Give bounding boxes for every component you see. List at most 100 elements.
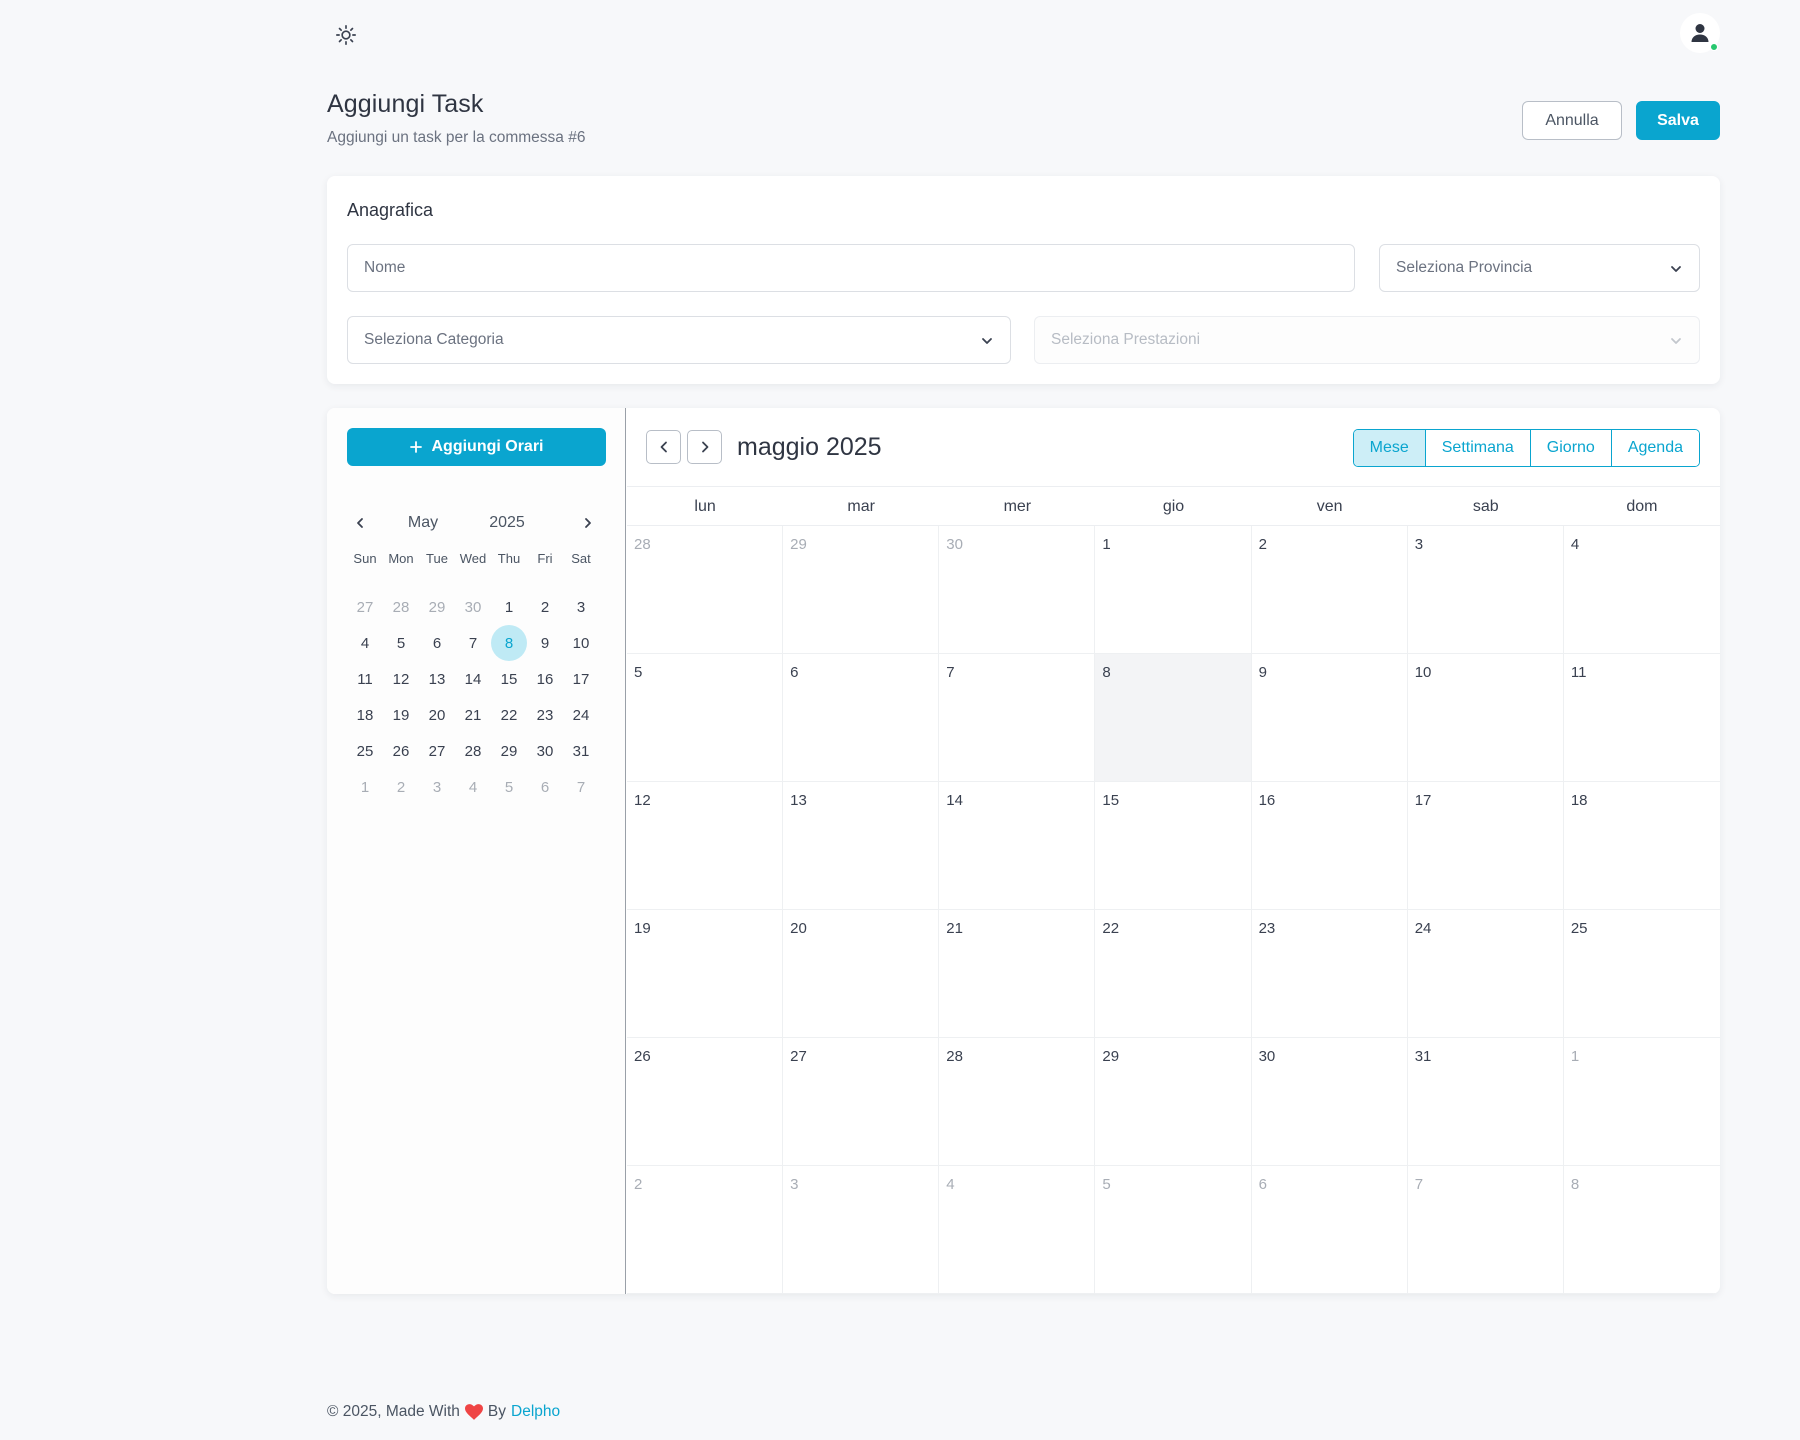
mini-day[interactable]: 26	[392, 742, 410, 760]
mini-day[interactable]: 27	[428, 742, 446, 760]
mini-day[interactable]: 13	[428, 670, 446, 688]
calendar-day-cell[interactable]: 17	[1407, 782, 1564, 910]
mini-day[interactable]: 5	[396, 634, 406, 652]
calendar-day-cell[interactable]: 6	[1251, 1166, 1408, 1294]
mini-day[interactable]: 5	[504, 778, 514, 796]
calendar-day-cell[interactable]: 26	[627, 1038, 784, 1166]
calendar-day-cell[interactable]: 6	[783, 654, 940, 782]
mini-day[interactable]: 30	[464, 598, 482, 616]
mini-day[interactable]: 12	[392, 670, 410, 688]
mini-day[interactable]: 29	[428, 598, 446, 616]
calendar-day-cell[interactable]: 31	[1407, 1038, 1564, 1166]
mini-day[interactable]: 24	[572, 706, 590, 724]
mini-day[interactable]: 25	[356, 742, 374, 760]
mini-day[interactable]: 7	[468, 634, 478, 652]
mini-prev-month-button[interactable]	[349, 512, 371, 534]
calendar-day-cell[interactable]: 19	[627, 910, 784, 1038]
mini-day[interactable]: 20	[428, 706, 446, 724]
calendar-day-cell[interactable]: 4	[1563, 526, 1720, 654]
view-mese-button[interactable]: Mese	[1353, 430, 1425, 466]
calendar-day-cell[interactable]: 3	[1407, 526, 1564, 654]
calendar-day-cell[interactable]: 2	[1251, 526, 1408, 654]
view-agenda-button[interactable]: Agenda	[1610, 430, 1699, 466]
calendar-day-cell[interactable]: 24	[1407, 910, 1564, 1038]
calendar-day-cell[interactable]: 7	[1407, 1166, 1564, 1294]
calendar-day-cell[interactable]: 9	[1251, 654, 1408, 782]
calendar-day-cell[interactable]: 11	[1563, 654, 1720, 782]
calendar-day-cell[interactable]: 21	[939, 910, 1096, 1038]
mini-day[interactable]: 18	[356, 706, 374, 724]
calendar-day-cell[interactable]: 2	[627, 1166, 784, 1294]
mini-day[interactable]: 16	[536, 670, 554, 688]
mini-day[interactable]: 9	[540, 634, 550, 652]
mini-day[interactable]: 30	[536, 742, 554, 760]
calendar-day-cell[interactable]: 18	[1563, 782, 1720, 910]
calendar-day-cell-today[interactable]: 8	[1095, 654, 1252, 782]
calendar-day-cell[interactable]: 27	[783, 1038, 940, 1166]
calendar-day-cell[interactable]: 12	[627, 782, 784, 910]
calendar-day-cell[interactable]: 7	[939, 654, 1096, 782]
calendar-day-cell[interactable]: 1	[1095, 526, 1252, 654]
add-orari-button[interactable]: Aggiungi Orari	[347, 428, 606, 466]
save-button[interactable]: Salva	[1636, 101, 1720, 140]
mini-day[interactable]: 1	[360, 778, 370, 796]
calendar-day-cell[interactable]: 13	[783, 782, 940, 910]
mini-day[interactable]: 15	[500, 670, 518, 688]
mini-day[interactable]: 29	[500, 742, 518, 760]
calendar-day-cell[interactable]: 30	[1251, 1038, 1408, 1166]
mini-day[interactable]: 19	[392, 706, 410, 724]
calendar-day-cell[interactable]: 4	[939, 1166, 1096, 1294]
mini-day[interactable]: 7	[576, 778, 586, 796]
calendar-day-cell[interactable]: 28	[627, 526, 784, 654]
mini-day[interactable]: 28	[392, 598, 410, 616]
mini-day[interactable]: 4	[360, 634, 370, 652]
calendar-day-cell[interactable]: 5	[627, 654, 784, 782]
mini-day[interactable]: 31	[572, 742, 590, 760]
mini-day[interactable]: 23	[536, 706, 554, 724]
mini-day-selected[interactable]: 8	[491, 625, 527, 661]
calendar-day-cell[interactable]: 28	[939, 1038, 1096, 1166]
mini-day[interactable]: 1	[504, 598, 514, 616]
mini-day[interactable]: 22	[500, 706, 518, 724]
calendar-day-cell[interactable]: 29	[783, 526, 940, 654]
nome-input[interactable]: Nome	[347, 244, 1355, 292]
provincia-select[interactable]: Seleziona Provincia	[1379, 244, 1700, 292]
next-month-button[interactable]	[687, 430, 722, 464]
view-settimana-button[interactable]: Settimana	[1424, 430, 1530, 466]
delpho-link[interactable]: Delpho	[511, 1403, 561, 1420]
calendar-day-cell[interactable]: 8	[1563, 1166, 1720, 1294]
mini-day[interactable]: 14	[464, 670, 482, 688]
calendar-day-cell[interactable]: 16	[1251, 782, 1408, 910]
mini-day[interactable]: 2	[540, 598, 550, 616]
mini-day[interactable]: 28	[464, 742, 482, 760]
prev-month-button[interactable]	[646, 430, 681, 464]
mini-day[interactable]: 2	[396, 778, 406, 796]
mini-day[interactable]: 10	[572, 634, 590, 652]
mini-day[interactable]: 3	[432, 778, 442, 796]
calendar-day-cell[interactable]: 15	[1095, 782, 1252, 910]
mini-day[interactable]: 6	[432, 634, 442, 652]
calendar-day-cell[interactable]: 5	[1095, 1166, 1252, 1294]
mini-year-label[interactable]: 2025	[489, 514, 525, 531]
mini-day[interactable]: 21	[464, 706, 482, 724]
theme-toggle-button[interactable]	[328, 17, 364, 53]
mini-day[interactable]: 11	[357, 670, 373, 688]
mini-day[interactable]: 3	[576, 598, 586, 616]
calendar-day-cell[interactable]: 3	[783, 1166, 940, 1294]
calendar-day-cell[interactable]: 23	[1251, 910, 1408, 1038]
mini-next-month-button[interactable]	[577, 512, 599, 534]
calendar-day-cell[interactable]: 1	[1563, 1038, 1720, 1166]
calendar-day-cell[interactable]: 20	[783, 910, 940, 1038]
user-avatar[interactable]	[1680, 13, 1720, 53]
view-giorno-button[interactable]: Giorno	[1529, 430, 1611, 466]
calendar-day-cell[interactable]: 14	[939, 782, 1096, 910]
calendar-day-cell[interactable]: 25	[1563, 910, 1720, 1038]
mini-month-label[interactable]: May	[407, 514, 439, 531]
mini-day[interactable]: 27	[356, 598, 374, 616]
cancel-button[interactable]: Annulla	[1522, 101, 1622, 140]
prestazioni-select[interactable]: Seleziona Prestazioni	[1034, 316, 1700, 364]
categoria-select[interactable]: Seleziona Categoria	[347, 316, 1011, 364]
calendar-day-cell[interactable]: 30	[939, 526, 1096, 654]
mini-day[interactable]: 4	[468, 778, 478, 796]
calendar-day-cell[interactable]: 10	[1407, 654, 1564, 782]
